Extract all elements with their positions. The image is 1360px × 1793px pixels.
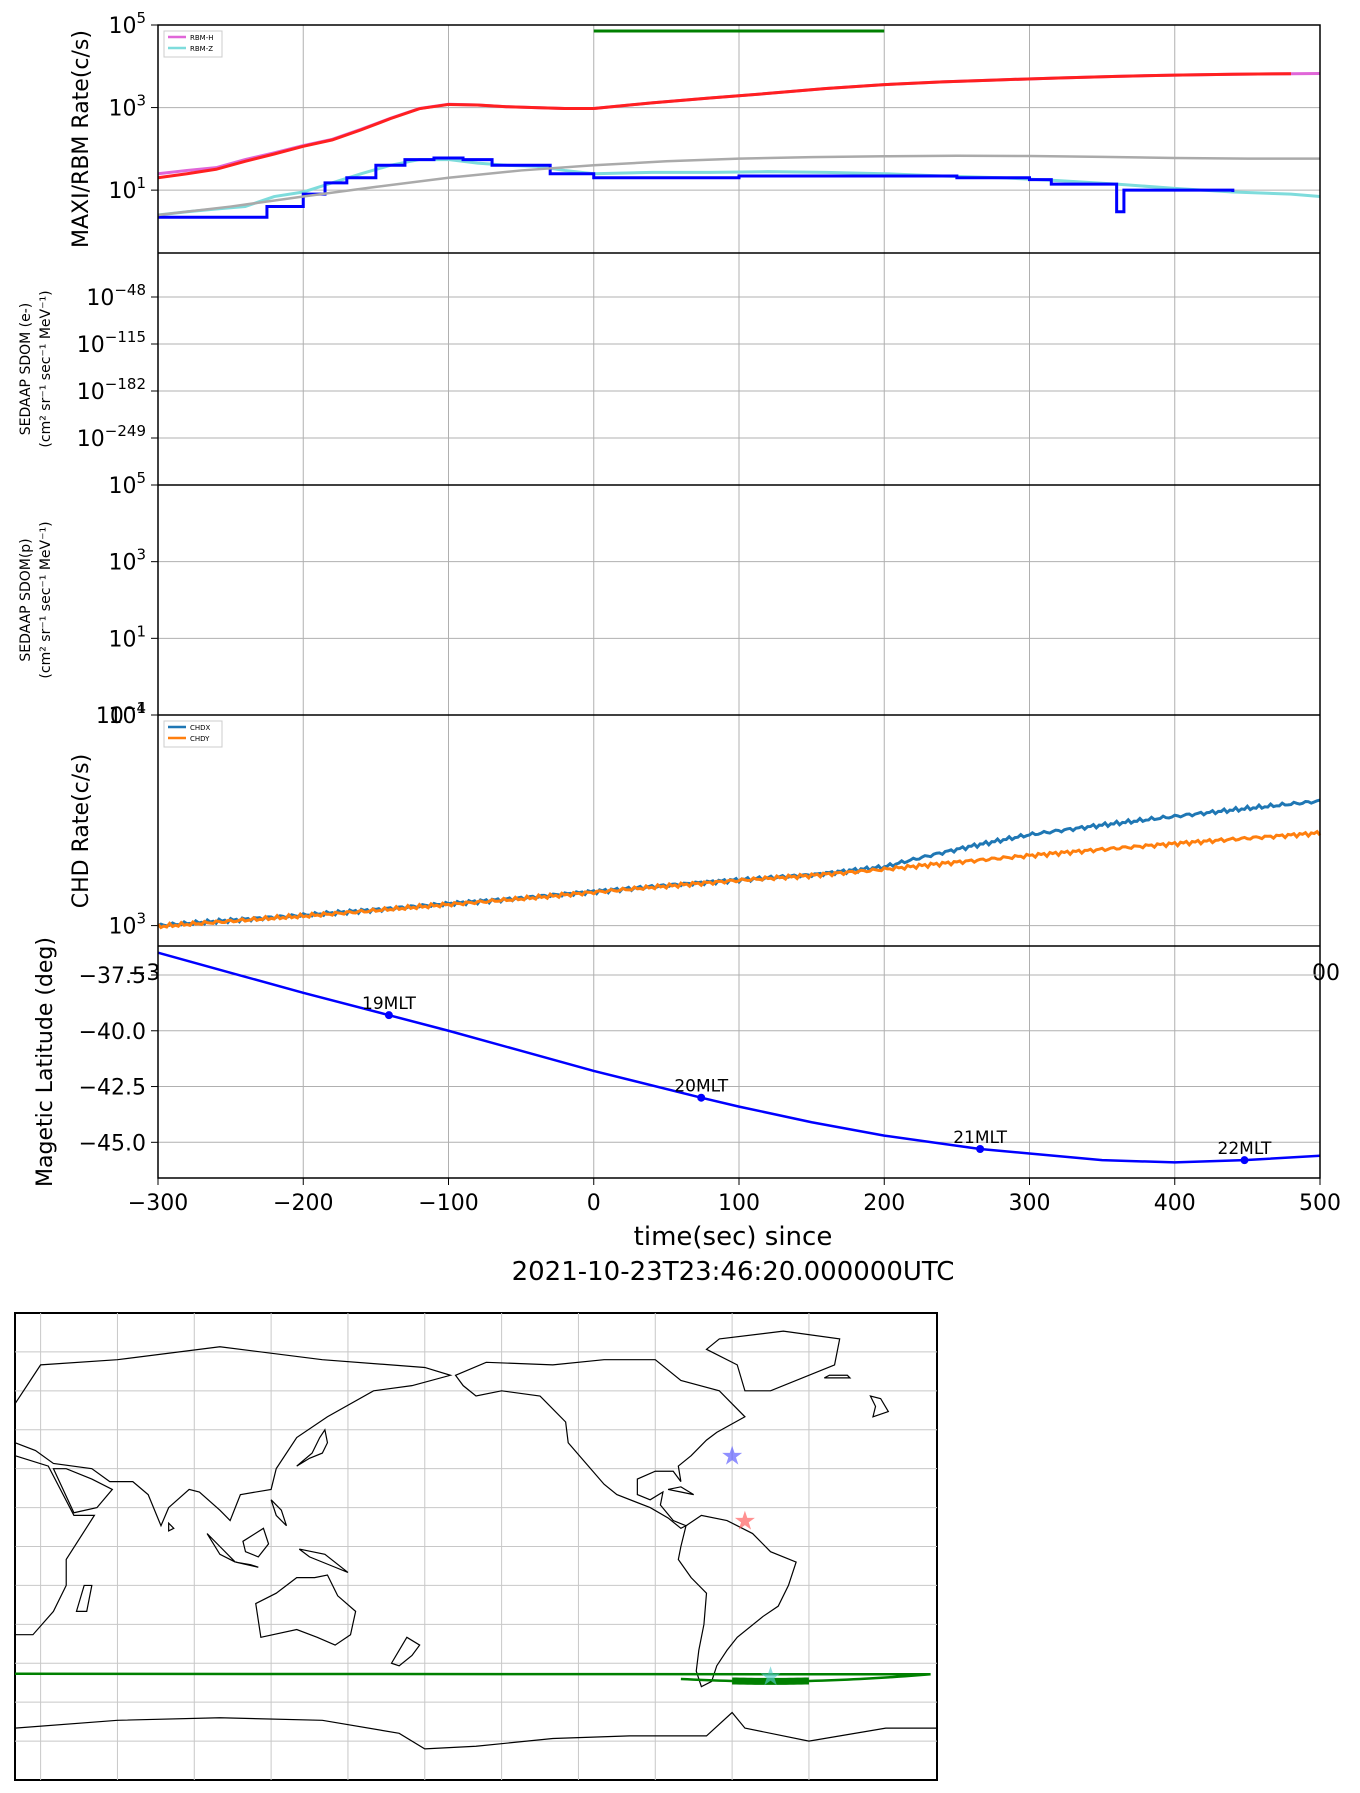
coastline-arabia: [52, 1468, 114, 1514]
mlt-point: [384, 1011, 393, 1020]
x-tick-label: 300: [1009, 1191, 1051, 1216]
coastline-africa: [14, 1454, 96, 1636]
coastline-srilanka: [168, 1521, 175, 1532]
y-tick-label: 10−115: [77, 328, 146, 358]
y-axis-label: MAXI/RBM Rate(c/s): [69, 30, 94, 248]
y-axis-label-units: (cm² sr⁻¹ sec⁻¹ MeV⁻¹): [38, 290, 54, 447]
panel-maglat: −37.5−40.0−42.5−45.0−300 −200 −100 0 100 200 3…: [33, 937, 1341, 1287]
y-tick-label: 10−182: [77, 375, 146, 405]
y-axis-label: Magetic Latitude (deg): [33, 937, 58, 1187]
chart-panels: 101 103 105 RBM-H RBM-Z MAXI/RBM Rate(c/s) 10−…: [18, 9, 1341, 1287]
y-tick-label: 103: [108, 92, 146, 122]
y-tick-label: 103: [108, 910, 146, 940]
series-rbm-z: [157, 158, 1321, 217]
series-gray: [157, 154, 1320, 217]
map-marker-star: ★: [733, 1507, 756, 1537]
coastline-south-america: [677, 1514, 797, 1688]
panel-maxi-rbm: 101 103 105 RBM-H RBM-Z MAXI/RBM Rate(c/s): [69, 9, 1321, 253]
y-axis-label: SEDAAP SDOM (e-): [18, 303, 34, 436]
legend-label: RBM-Z: [190, 45, 213, 53]
y-tick-label: 104: [108, 699, 146, 729]
x-tick-fragment-right: 00: [1312, 961, 1340, 986]
x-tick-label: 0: [587, 1191, 601, 1216]
x-tick-label: 200: [863, 1191, 905, 1216]
mlt-label: 19MLT: [362, 994, 416, 1014]
coastline-japan: [296, 1428, 329, 1467]
x-axis-label: time(sec) since: [634, 1222, 833, 1252]
legend-label: RBM-H: [190, 34, 214, 42]
mlt-label: 20MLT: [674, 1077, 728, 1097]
y-tick-label: −37.5: [79, 964, 146, 989]
coastline-eurasia: [14, 1346, 453, 1528]
mlt-point: [1240, 1156, 1249, 1165]
panel-sedaap-e: 10−48 10−115 10−182 10−249 SEDAAP SDOM (e-)(…: [18, 253, 1321, 485]
y-tick-label: 103: [108, 546, 146, 576]
map-marker-star: ★: [720, 1442, 743, 1472]
x-axis-label-date: 2021-10-23T23:46:20.000000UTC: [512, 1257, 955, 1287]
panel-chd: 103 104 CHDX CHDY CHD Rate(c/s) −3 00: [69, 699, 1340, 986]
mlt-label: 22MLT: [1218, 1139, 1272, 1159]
y-axis-label-units: (cm² sr⁻¹ sec⁻¹ MeV⁻¹): [38, 521, 54, 678]
world-map: ★ ★ ★: [14, 1312, 938, 1781]
y-axis-label: CHD Rate(c/s): [69, 754, 94, 908]
legend-box: [163, 30, 223, 58]
coastline-cuba: [667, 1486, 695, 1496]
coastline-philippines: [270, 1499, 288, 1527]
series-chdy: [156, 829, 1322, 930]
x-tick-label: −200: [273, 1191, 333, 1216]
y-tick-label: −45.0: [79, 1131, 146, 1156]
legend-label: CHDX: [190, 724, 211, 732]
map-marker-star: ★: [759, 1662, 782, 1692]
x-tick-label: −100: [418, 1191, 478, 1216]
coastline-newguinea: [298, 1548, 349, 1573]
coastline-uk: [869, 1395, 890, 1418]
x-tick-label: 400: [1154, 1191, 1196, 1216]
y-axis-label: SEDAAP SDOM(p): [18, 538, 34, 661]
coastline-madagascar: [75, 1584, 93, 1612]
series-blue: [158, 156, 1235, 219]
y-tick-label: 10−249: [77, 422, 146, 452]
coastline-borneo: [242, 1527, 270, 1558]
legend: RBM-H RBM-Z: [163, 30, 223, 58]
y-tick-label: −42.5: [79, 1076, 146, 1101]
coastline-antarctica: [14, 1711, 937, 1750]
mlt-label: 21MLT: [953, 1128, 1007, 1148]
y-tick-label: −40.0: [79, 1020, 146, 1045]
coastline-australia: [255, 1574, 357, 1646]
coastline-greenland: [705, 1330, 841, 1392]
legend-box: [163, 720, 223, 748]
x-tick-label: 100: [718, 1191, 760, 1216]
y-tick-label: 105: [108, 469, 146, 499]
x-tick-label: 500: [1299, 1191, 1341, 1216]
x-tick-fragment-left: −3: [128, 961, 160, 986]
coastline-iceland: [824, 1374, 852, 1379]
maglat-line: [157, 951, 1321, 1164]
mlt-point: [697, 1093, 706, 1102]
coastline-nz: [390, 1636, 421, 1667]
legend: CHDX CHDY: [163, 720, 223, 748]
coastline-north-america: [454, 1359, 746, 1530]
x-tick-label: −300: [128, 1191, 188, 1216]
series-red: [157, 72, 1291, 180]
y-tick-label: 10−1: [96, 699, 146, 729]
y-tick-label: 101: [108, 622, 146, 652]
axes-frame: [157, 24, 1321, 1179]
legend-label: CHDY: [190, 735, 210, 743]
coastline-java: [235, 1561, 259, 1568]
y-tick-label: 105: [108, 9, 146, 39]
y-tick-label: 101: [108, 174, 146, 204]
panel-sedaap-p: 105 103 101 10−1 SEDAAP SDOM(p) (cm² sr⁻¹ sec…: [18, 469, 1321, 729]
y-tick-label: 10−48: [86, 281, 146, 311]
mlt-point: [976, 1145, 985, 1153]
